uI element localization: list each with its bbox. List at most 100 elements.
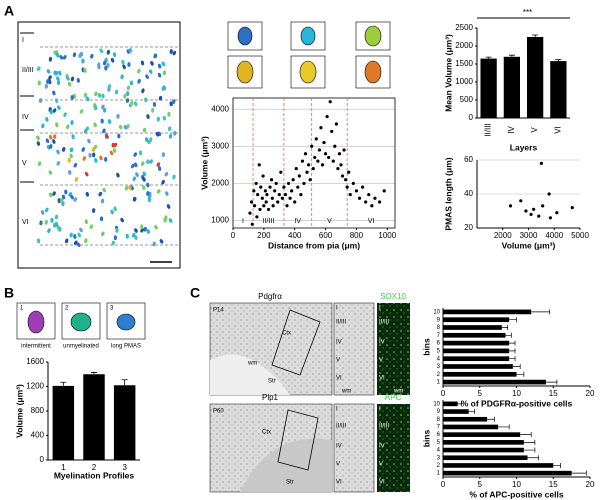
layer-label: V: [379, 462, 383, 468]
y-tick-label: 0: [40, 455, 45, 464]
icon-number: 1: [20, 306, 24, 312]
cell: [77, 232, 81, 238]
cell: [107, 119, 112, 124]
cell: [169, 101, 173, 107]
region-label: Str: [268, 379, 276, 385]
y-tick-label: 9: [437, 409, 441, 415]
cell: [48, 134, 53, 140]
y-tick-label: 40: [464, 189, 473, 198]
bar: [550, 61, 567, 118]
point: [277, 192, 281, 197]
x-tick-label: IV: [507, 126, 516, 134]
layer-label: VI: [368, 218, 375, 225]
cell: [94, 105, 98, 111]
cell: [84, 92, 88, 98]
cell: [62, 55, 67, 60]
cell: [135, 172, 139, 177]
cell: [104, 134, 109, 139]
cell: [173, 130, 177, 136]
x-axis-label: % of PDGFRα-positive cells: [461, 398, 573, 408]
cell: [54, 98, 59, 103]
cell: [84, 171, 89, 177]
point: [270, 196, 274, 200]
x-tick-label: 20: [586, 480, 595, 489]
cell: [62, 147, 66, 152]
cell: [147, 197, 151, 203]
point: [286, 181, 291, 186]
x-tick-label: 15: [549, 389, 558, 398]
error-bar: [523, 447, 536, 453]
cell: [123, 125, 128, 130]
cell: [67, 81, 72, 87]
cell: [98, 191, 103, 197]
bar: [443, 409, 469, 414]
cell: [67, 157, 71, 163]
point: [260, 196, 264, 200]
y-tick-label: 1000: [455, 77, 473, 86]
cell: [161, 61, 166, 67]
error-bar: [485, 56, 492, 59]
point: [325, 114, 329, 119]
cell: [106, 62, 110, 68]
error-bar: [553, 462, 561, 468]
y-tick-label: 1: [437, 380, 441, 386]
cell: [168, 218, 173, 223]
cell: [161, 152, 165, 158]
error-bar: [505, 332, 512, 338]
point: [339, 163, 343, 167]
point: [508, 204, 513, 208]
point: [323, 152, 328, 156]
point: [268, 185, 272, 189]
point: [285, 204, 289, 208]
icon-number: 3: [110, 306, 114, 312]
cell: [165, 191, 169, 196]
bar: [113, 385, 136, 460]
x-tick-label: 5000: [571, 231, 589, 240]
cell: [168, 133, 173, 139]
error-bar: [91, 372, 97, 375]
cell: [52, 191, 56, 196]
cell: [94, 158, 98, 163]
point: [529, 212, 533, 216]
cell: [154, 224, 158, 230]
cell: [101, 231, 105, 237]
y-axis-label: Volume (μm³): [199, 136, 209, 190]
y-tick-label: 6: [437, 341, 441, 347]
point: [570, 206, 574, 210]
point: [305, 170, 309, 174]
cell: [70, 95, 74, 100]
x-tick-label: 1: [61, 463, 66, 472]
cell: [157, 63, 162, 69]
significance-label: ***: [523, 8, 532, 17]
y-tick-label: 3000: [211, 141, 229, 150]
cell: [52, 139, 56, 144]
cell: [129, 80, 134, 86]
bar: [443, 447, 524, 453]
cell: [126, 91, 130, 96]
layer-label: VI: [379, 480, 385, 486]
y-tick-label: 1: [437, 471, 441, 477]
error-bar: [498, 424, 510, 430]
cell: [133, 101, 138, 107]
cell: [113, 206, 117, 212]
cell: [85, 191, 89, 197]
point: [519, 199, 523, 203]
cell: [163, 217, 167, 223]
cell: [92, 152, 96, 158]
cell: [155, 132, 160, 137]
cell: [57, 198, 61, 204]
point: [294, 166, 298, 171]
cell: [144, 97, 148, 103]
y-tick-label: 500: [460, 95, 474, 104]
y-tick-label: 7: [437, 425, 441, 431]
x-axis-label: Myelination Profiles: [54, 470, 135, 480]
cell: [152, 241, 156, 247]
cell: [41, 123, 45, 129]
cell: [56, 52, 60, 58]
layer-label: V: [336, 358, 340, 364]
cell: [142, 127, 147, 133]
cell: [153, 53, 158, 59]
cell: [46, 79, 50, 84]
x-tick-label: 2000: [494, 231, 512, 240]
cell: [123, 93, 127, 99]
